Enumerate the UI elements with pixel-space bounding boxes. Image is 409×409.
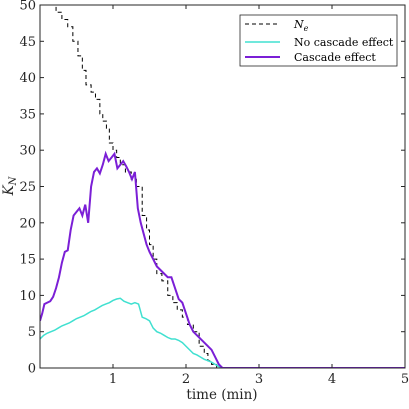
- y-tick-label: 0: [28, 362, 36, 377]
- y-tick-label: 5: [28, 325, 36, 340]
- x-tick-label: 4: [328, 372, 336, 387]
- series-layer: [40, 5, 405, 368]
- y-tick-label: 10: [19, 289, 36, 304]
- y-axis: 0 5 10 15 20 25 30 35 40 45 50: [19, 0, 405, 377]
- svg-text:KN: KN: [1, 175, 19, 196]
- y-tick-label: 40: [19, 71, 36, 86]
- legend: Ne No cascade effect Cascade effect: [239, 14, 398, 67]
- series-cascade-line: [40, 150, 405, 368]
- x-tick-label: 2: [182, 372, 190, 387]
- x-tick-label: 5: [401, 372, 409, 387]
- y-tick-label: 50: [19, 0, 36, 14]
- y-tick-label: 45: [19, 35, 36, 50]
- legend-label-ne: Ne: [293, 18, 309, 33]
- legend-label-cascade: Cascade effect: [294, 51, 376, 64]
- y-tick-label: 20: [19, 216, 36, 231]
- legend-label-no-cascade: No cascade effect: [294, 36, 394, 49]
- series-no-cascade-line: [40, 297, 405, 368]
- x-tick-label: 1: [109, 372, 117, 387]
- x-axis-title: time (min): [186, 387, 257, 403]
- x-tick-label: 3: [255, 372, 263, 387]
- y-axis-title-main: K: [1, 184, 17, 196]
- y-tick-label: 25: [19, 180, 36, 195]
- x-axis: 1 2 3 4 5: [109, 5, 409, 387]
- y-axis-title-sub: N: [8, 175, 19, 186]
- y-tick-label: 30: [19, 144, 36, 159]
- y-axis-title: KN: [1, 175, 19, 196]
- y-tick-label: 35: [19, 107, 36, 122]
- y-tick-label: 15: [19, 253, 36, 268]
